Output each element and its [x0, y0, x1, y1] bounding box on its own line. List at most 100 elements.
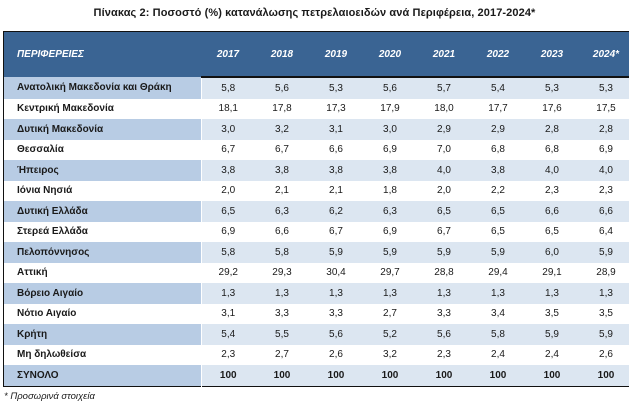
value-cell: 1,3 [201, 283, 255, 304]
table-row: Βόρειο Αιγαίο 1,3 1,3 1,3 1,3 1,3 1,3 1,3 1,3 [3, 283, 629, 304]
table-row: Ιόνια Νησιά 2,0 2,1 2,1 1,8 2,0 2,2 2,3 2,3 [3, 180, 629, 201]
region-name-cell: ΣΥΝΟΛΟ [3, 365, 202, 386]
value-cell: 5,7 [417, 77, 471, 99]
value-cell: 5,6 [417, 324, 471, 345]
table-row: Ήπειρος 3,8 3,8 3,8 3,8 4,0 3,8 4,0 4,0 [3, 160, 629, 181]
value-cell: 100 [525, 365, 579, 386]
value-cell: 6,3 [255, 201, 309, 222]
value-cell: 29,7 [363, 262, 417, 283]
value-cell: 2,3 [201, 344, 255, 365]
value-cell: 6,7 [309, 221, 363, 242]
value-cell: 29,1 [525, 262, 579, 283]
value-cell: 6,7 [417, 221, 471, 242]
header-row: ΠΕΡΙΦΕΡΕΙΕΣ 2017 2018 2019 2020 2021 2022 2023… [3, 31, 629, 78]
value-cell: 3,8 [255, 160, 309, 181]
year-column-header: 2018 [255, 31, 309, 78]
value-cell: 29,4 [471, 262, 525, 283]
value-cell: 2,4 [471, 344, 525, 365]
value-cell: 2,2 [471, 180, 525, 201]
value-cell: 29,2 [201, 262, 255, 283]
year-column-header: 2022 [471, 31, 525, 78]
value-cell: 100 [309, 365, 363, 386]
value-cell: 17,5 [579, 98, 629, 119]
value-cell: 3,8 [471, 160, 525, 181]
value-cell: 2,6 [309, 344, 363, 365]
footnote: * Προσωρινά στοιχεία [4, 390, 95, 402]
value-cell: 6,6 [309, 139, 363, 160]
value-cell: 5,9 [363, 242, 417, 263]
value-cell: 2,1 [309, 180, 363, 201]
value-cell: 3,4 [471, 303, 525, 324]
table-body: Ανατολική Μακεδονία και Θράκη 5,8 5,6 5,3 5,… [3, 77, 629, 386]
year-column-header: 2021 [417, 31, 471, 78]
value-cell: 5,6 [309, 324, 363, 345]
value-cell: 2,7 [363, 303, 417, 324]
value-cell: 3,1 [309, 119, 363, 140]
value-cell: 5,3 [525, 77, 579, 99]
value-cell: 2,3 [525, 180, 579, 201]
table-row: Δυτική Μακεδονία 3,0 3,2 3,1 3,0 2,9 2,9 2,8 2,8 [3, 119, 629, 140]
value-cell: 1,3 [525, 283, 579, 304]
value-cell: 5,8 [201, 77, 255, 99]
value-cell: 100 [471, 365, 525, 386]
region-name-cell: Ανατολική Μακεδονία και Θράκη [3, 77, 202, 99]
value-cell: 7,0 [417, 139, 471, 160]
value-cell: 6,5 [417, 201, 471, 222]
value-cell: 5,4 [471, 77, 525, 99]
regions-column-header: ΠΕΡΙΦΕΡΕΙΕΣ [3, 31, 201, 77]
value-cell: 17,3 [309, 98, 363, 119]
value-cell: 17,9 [363, 98, 417, 119]
year-column-header: 2024* [579, 31, 629, 78]
table-row: Ανατολική Μακεδονία και Θράκη 5,8 5,6 5,3 5,… [3, 77, 629, 99]
value-cell: 3,0 [201, 119, 255, 140]
value-cell: 2,6 [579, 344, 629, 365]
value-cell: 1,3 [363, 283, 417, 304]
value-cell: 1,3 [255, 283, 309, 304]
consumption-table: ΠΕΡΙΦΕΡΕΙΕΣ 2017 2018 2019 2020 2021 2022 2023… [3, 31, 629, 387]
value-cell: 6,7 [255, 139, 309, 160]
value-cell: 2,0 [417, 180, 471, 201]
region-name-cell: Θεσσαλία [3, 139, 202, 160]
value-cell: 5,9 [579, 242, 629, 263]
region-name-cell: Ιόνια Νησιά [3, 180, 202, 201]
value-cell: 2,0 [201, 180, 255, 201]
value-cell: 5,9 [471, 242, 525, 263]
value-cell: 3,2 [363, 344, 417, 365]
table-row: Κεντρική Μακεδονία 18,1 17,8 17,3 17,9 18,0 17… [3, 98, 629, 119]
value-cell: 5,8 [255, 242, 309, 263]
value-cell: 5,3 [579, 77, 629, 99]
value-cell: 18,1 [201, 98, 255, 119]
region-name-cell: Αττική [3, 262, 202, 283]
value-cell: 2,9 [417, 119, 471, 140]
value-cell: 6,5 [525, 221, 579, 242]
value-cell: 6,6 [255, 221, 309, 242]
value-cell: 5,8 [471, 324, 525, 345]
value-cell: 4,0 [417, 160, 471, 181]
value-cell: 6,9 [363, 221, 417, 242]
value-cell: 6,5 [471, 221, 525, 242]
value-cell: 3,8 [309, 160, 363, 181]
value-cell: 1,3 [417, 283, 471, 304]
value-cell: 6,5 [471, 201, 525, 222]
value-cell: 100 [255, 365, 309, 386]
value-cell: 6,4 [579, 221, 629, 242]
value-cell: 3,3 [309, 303, 363, 324]
year-column-header: 2017 [201, 31, 255, 78]
value-cell: 5,8 [201, 242, 255, 263]
value-cell: 6,9 [363, 139, 417, 160]
table-row: Αττική 29,2 29,3 30,4 29,7 28,8 29,4 29,1 28,9 [3, 262, 629, 283]
region-name-cell: Δυτική Μακεδονία [3, 119, 202, 140]
value-cell: 6,9 [201, 221, 255, 242]
value-cell: 4,0 [525, 160, 579, 181]
value-cell: 3,2 [255, 119, 309, 140]
value-cell: 3,3 [417, 303, 471, 324]
value-cell: 28,9 [579, 262, 629, 283]
region-name-cell: Νότιο Αιγαίο [3, 303, 202, 324]
value-cell: 5,4 [201, 324, 255, 345]
value-cell: 6,3 [363, 201, 417, 222]
value-cell: 6,0 [525, 242, 579, 263]
table-row: Στερεά Ελλάδα 6,9 6,6 6,7 6,9 6,7 6,5 6,5 6,4 [3, 221, 629, 242]
page-title: Πίνακας 2: Ποσοστό (%) κατανάλωσης πετρε… [93, 7, 536, 19]
value-cell: 1,3 [579, 283, 629, 304]
value-cell: 6,9 [579, 139, 629, 160]
